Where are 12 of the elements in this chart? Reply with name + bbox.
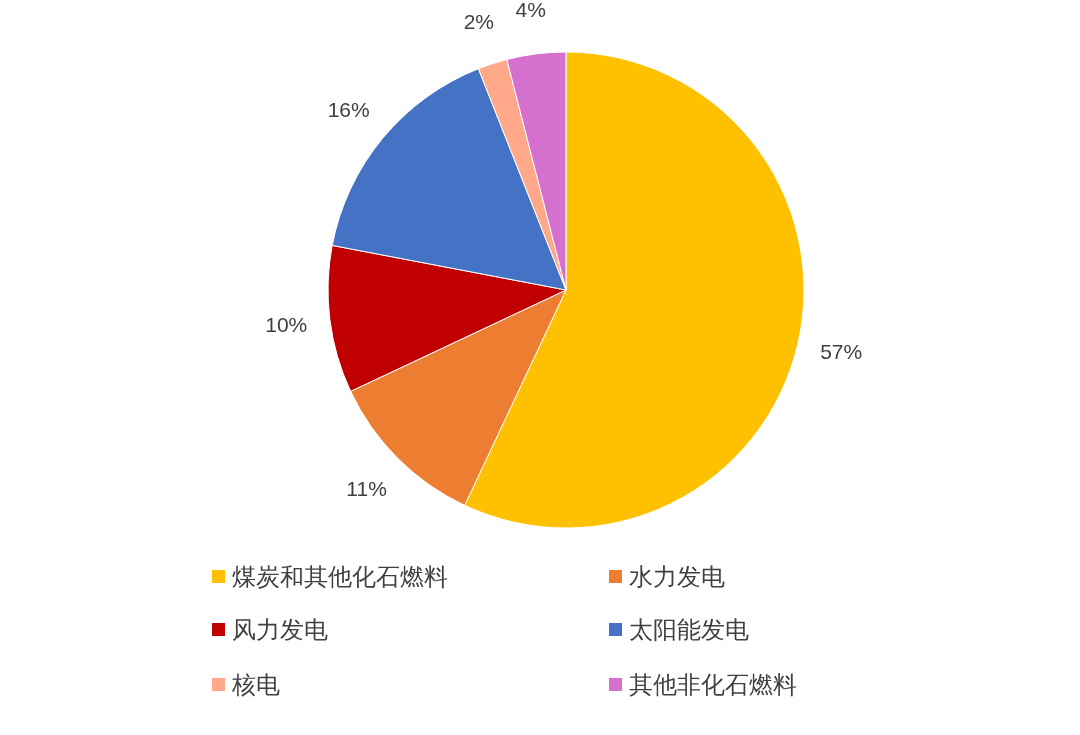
legend-label: 核电 [231, 671, 280, 698]
data-label: 16% [327, 98, 370, 122]
legend-label: 其他非化石燃料 [629, 671, 797, 698]
data-label: 10% [265, 313, 308, 337]
data-label: 11% [346, 477, 387, 501]
legend-label: 煤炭和其他化石燃料 [232, 563, 448, 590]
data-label: 2% [463, 9, 495, 33]
legend-label: 太阳能发电 [629, 616, 749, 643]
legend-label: 水力发电 [629, 563, 725, 590]
data-label: 57% [820, 339, 863, 363]
data-label: 4% [515, 0, 546, 22]
legend-label: 风力发电 [232, 616, 328, 643]
